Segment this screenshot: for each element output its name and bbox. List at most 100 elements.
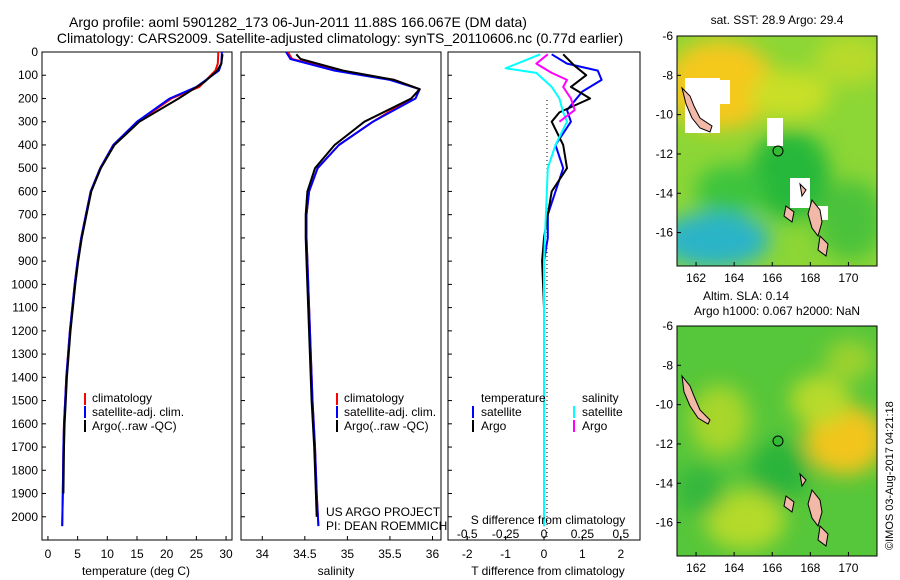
argo-location-marker [772, 435, 784, 447]
x-tick-label: -2 [462, 547, 473, 561]
imos-credit: ©IMOS 03-Aug-2017 04:21:18 [884, 401, 896, 550]
y-tick-label: 400 [18, 138, 38, 152]
island-land [783, 205, 795, 223]
legend-label-climatology: climatology [92, 391, 152, 405]
s-tick-label: 0 [541, 527, 548, 541]
s-tick-label: -0.5 [457, 527, 478, 541]
island-land [807, 198, 823, 238]
x-tick-label: 36 [426, 547, 440, 561]
lon-tick-label: 162 [686, 561, 706, 575]
y-tick-label: 1200 [11, 324, 38, 338]
lat-tick-label: -8 [662, 358, 673, 372]
y-tick-label: 1100 [12, 301, 38, 315]
lat-tick-label: -10 [656, 398, 674, 412]
island-land [799, 182, 807, 198]
island-land [817, 524, 829, 547]
t-difference-axis-label: T difference from climatology [471, 564, 625, 578]
lon-tick-label: 170 [838, 561, 858, 575]
legend-label-argo: Argo(..raw -QC) [92, 419, 177, 433]
x-tick-label: 35 [341, 547, 355, 561]
y-tick-label: 0 [31, 45, 38, 59]
salinity-profile-panel: 34 34.5 35 35.5 36 climatology satellite-adj… [240, 51, 447, 578]
lat-tick-label: -14 [656, 186, 674, 200]
s-difference-axis-label: S difference from climatology [471, 513, 626, 527]
lat-tick-label: -12 [656, 147, 674, 161]
legend-heading-salinity: salinity [582, 391, 619, 405]
sst-cold-patch [677, 212, 770, 266]
y-tick-label: 1800 [11, 463, 38, 477]
island-land [681, 86, 713, 133]
missing-data-patch [767, 118, 783, 146]
legend-label-satellite: satellite-adj. clim. [344, 405, 436, 419]
map-frame [676, 35, 878, 267]
legend-heading-temperature: temperature [481, 391, 546, 405]
difference-legend: temperature satellite Argo salinity sate… [472, 391, 623, 433]
y-tick-label: 300 [18, 115, 38, 129]
lon-tick-label: 164 [724, 561, 744, 575]
lat-tick-label: -6 [662, 29, 673, 43]
x-tick-label: 1 [579, 547, 586, 561]
legend-label-s-satellite: satellite [582, 405, 623, 419]
salinity-legend: climatology satellite-adj. clim. Argo(..… [336, 391, 436, 433]
temperature-axis-label: temperature (deg C) [82, 564, 190, 578]
temperature-profile-panel: 0100200300400500600700800900100011001200… [11, 45, 233, 578]
y-tick-label: 1000 [11, 277, 38, 291]
legend-label-t-satellite: satellite [481, 405, 522, 419]
x-tick-label: 34 [256, 547, 270, 561]
y-tick-label: 700 [18, 208, 38, 222]
sla-low-patch [750, 440, 810, 500]
y-tick-label: 100 [18, 68, 38, 82]
s-tick-label: -0.25 [492, 527, 520, 541]
lon-tick-label: 168 [800, 561, 820, 575]
sst-cool-patch [815, 180, 877, 260]
sla-map-title-line2: Argo h1000: 0.067 h2000: NaN [694, 304, 860, 318]
y-tick-label: 1700 [11, 440, 38, 454]
s-tick-label: 0.25 [571, 527, 595, 541]
island-land [681, 374, 711, 425]
y-tick-label: 2000 [11, 510, 38, 524]
y-tick-label: 500 [18, 161, 38, 175]
x-tick-label: -1 [500, 547, 511, 561]
s-tick-label: 0.5 [612, 527, 629, 541]
lat-tick-label: -16 [656, 516, 674, 530]
temperature-legend: climatology satellite-adj. clim. Argo(..… [84, 391, 184, 433]
x-tick-label: 20 [160, 547, 174, 561]
lat-tick-label: -12 [656, 437, 674, 451]
pi-annotation: PI: DEAN ROEMMICH [326, 519, 447, 533]
y-tick-label: 1600 [11, 417, 38, 431]
project-annotation: US ARGO PROJECT [326, 505, 441, 519]
lat-tick-label: -10 [656, 108, 674, 122]
sst-map-title: sat. SST: 28.9 Argo: 29.4 [711, 13, 844, 27]
sla-low-patch [677, 465, 725, 515]
series-line [504, 53, 568, 527]
legend-label-t-argo: Argo [481, 419, 507, 433]
x-tick-label: 15 [130, 547, 144, 561]
x-tick-label: 35.5 [378, 547, 402, 561]
legend-label-argo: Argo(..raw -QC) [344, 419, 429, 433]
sla-high-patch [690, 385, 750, 455]
lat-tick-label: -14 [656, 476, 674, 490]
series-line [62, 54, 224, 494]
sla-high-patch [825, 340, 875, 380]
missing-data-patch [790, 178, 810, 208]
legend-label-satellite: satellite-adj. clim. [92, 405, 184, 419]
lon-tick-label: 166 [762, 271, 782, 285]
island-land [783, 495, 795, 513]
y-tick-label: 1400 [11, 370, 38, 384]
lat-tick-label: -8 [662, 68, 673, 82]
lon-tick-label: 170 [838, 271, 858, 285]
salinity-axis-label: salinity [318, 564, 355, 578]
series-line [295, 53, 421, 517]
island-land [817, 234, 829, 257]
figure-title-line2: Climatology: CARS2009. Satellite-adjuste… [57, 30, 623, 46]
panel-frame [240, 51, 442, 541]
y-tick-label: 800 [18, 231, 38, 245]
x-tick-label: 0 [541, 547, 548, 561]
missing-data-patch [718, 80, 730, 104]
sla-map-panel: Altim. SLA: 0.14 Argo h1000: 0.067 h2000… [656, 289, 878, 575]
figure-title-line1: Argo profile: aoml 5901282_173 06-Jun-20… [69, 14, 527, 30]
x-tick-label: 2 [617, 547, 624, 561]
x-tick-label: 25 [190, 547, 204, 561]
lon-tick-label: 162 [686, 271, 706, 285]
